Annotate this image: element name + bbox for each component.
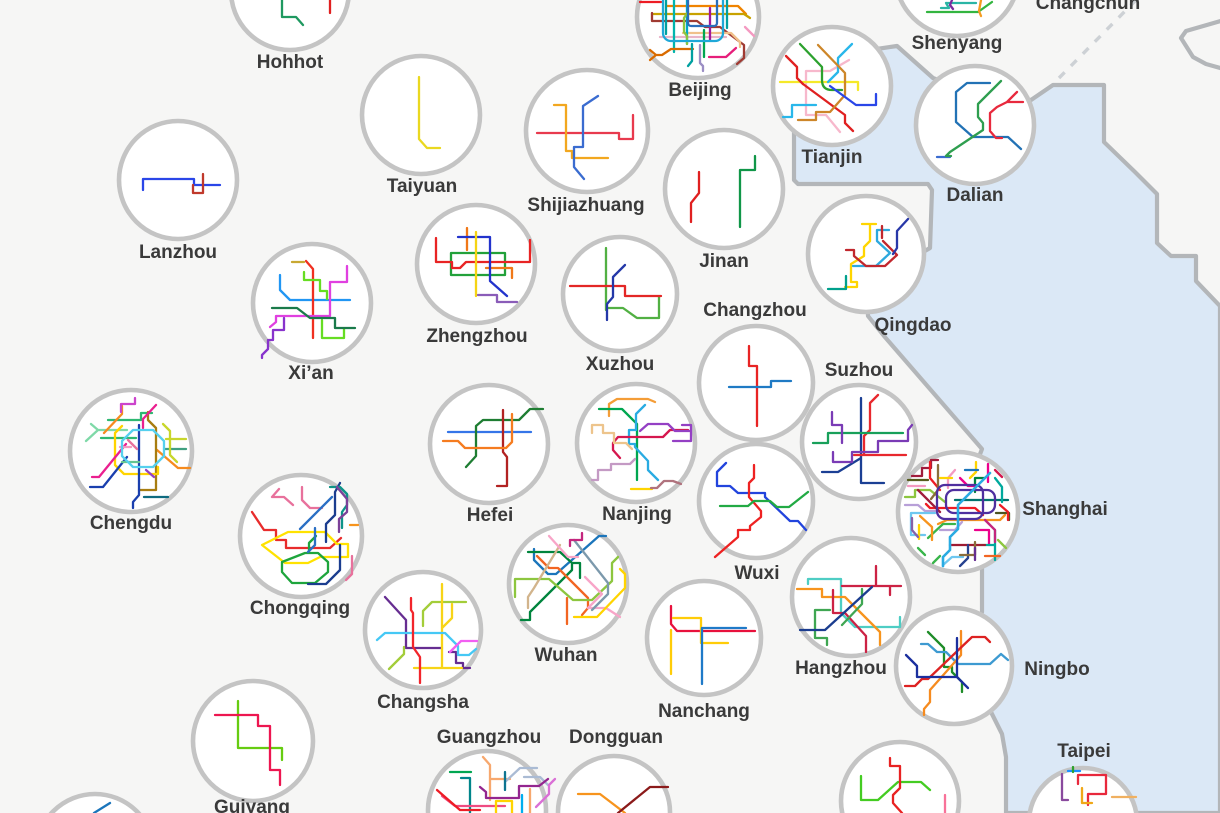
svg-text:Suzhou: Suzhou xyxy=(825,360,894,381)
svg-text:Nanjing: Nanjing xyxy=(602,504,672,525)
svg-text:Guangzhou: Guangzhou xyxy=(437,727,541,748)
svg-text:Zhengzhou: Zhengzhou xyxy=(426,326,527,347)
svg-text:Xuzhou: Xuzhou xyxy=(586,354,655,375)
svg-text:Dalian: Dalian xyxy=(946,185,1003,206)
svg-text:Nanchang: Nanchang xyxy=(658,701,750,722)
svg-text:Guiyang: Guiyang xyxy=(214,797,290,813)
svg-text:Wuhan: Wuhan xyxy=(535,645,598,666)
svg-text:Wuxi: Wuxi xyxy=(734,563,779,584)
svg-text:Taipei: Taipei xyxy=(1057,741,1111,762)
svg-text:Chongqing: Chongqing xyxy=(250,598,350,619)
svg-text:Tianjin: Tianjin xyxy=(802,147,863,168)
svg-text:Lanzhou: Lanzhou xyxy=(139,242,217,263)
svg-text:Changzhou: Changzhou xyxy=(703,300,806,321)
svg-text:Beijing: Beijing xyxy=(668,80,731,101)
svg-text:Hohhot: Hohhot xyxy=(257,52,324,73)
svg-text:Shanghai: Shanghai xyxy=(1022,499,1108,520)
svg-text:Dongguan: Dongguan xyxy=(569,727,663,748)
svg-text:Shenyang: Shenyang xyxy=(912,33,1003,54)
svg-text:Taiyuan: Taiyuan xyxy=(387,176,457,197)
svg-text:Chengdu: Chengdu xyxy=(90,513,172,534)
svg-text:Changsha: Changsha xyxy=(377,692,469,713)
svg-text:Changchun: Changchun xyxy=(1036,0,1141,14)
svg-text:Ningbo: Ningbo xyxy=(1024,659,1089,680)
svg-text:Hangzhou: Hangzhou xyxy=(795,658,887,679)
svg-text:Jinan: Jinan xyxy=(699,251,749,272)
svg-text:Xi’an: Xi’an xyxy=(288,363,333,384)
svg-text:Shijiazhuang: Shijiazhuang xyxy=(527,195,644,216)
svg-text:Hefei: Hefei xyxy=(467,505,513,526)
svg-text:Qingdao: Qingdao xyxy=(874,315,951,336)
